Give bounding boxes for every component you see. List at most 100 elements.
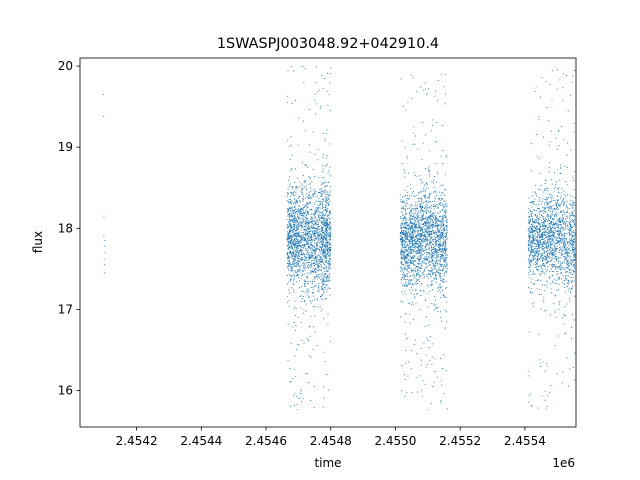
data-point (434, 251, 436, 253)
data-point (414, 232, 416, 234)
data-point (287, 140, 289, 142)
data-point (301, 229, 303, 231)
data-point (527, 287, 529, 289)
data-point (326, 291, 328, 293)
data-point (540, 363, 542, 365)
data-point (539, 216, 541, 218)
data-point (539, 273, 541, 275)
data-point (425, 366, 427, 368)
data-point (295, 186, 297, 188)
data-point (423, 342, 425, 345)
data-point (314, 272, 316, 274)
data-point (537, 221, 539, 223)
data-point (298, 265, 300, 267)
data-point (305, 241, 307, 243)
data-point (409, 241, 411, 243)
data-point (301, 194, 303, 196)
data-point (411, 350, 413, 352)
data-point (327, 182, 329, 184)
data-point (425, 94, 427, 96)
data-point (317, 214, 320, 216)
data-point (294, 253, 296, 255)
data-point (433, 305, 436, 307)
data-point (407, 266, 409, 268)
data-point (303, 221, 305, 223)
data-point (541, 254, 543, 256)
data-point (410, 211, 412, 213)
data-point (319, 256, 321, 258)
data-point (536, 248, 538, 250)
data-point (425, 229, 427, 231)
data-point (537, 260, 539, 262)
data-point (322, 215, 324, 217)
data-point (289, 220, 291, 222)
data-point (415, 236, 417, 238)
data-point (421, 214, 423, 217)
data-point (325, 284, 328, 286)
data-point (404, 221, 406, 223)
data-point (314, 252, 316, 254)
data-point (327, 239, 329, 241)
data-point (415, 280, 417, 282)
data-point (310, 300, 312, 302)
data-point (429, 284, 431, 286)
data-point (533, 256, 535, 258)
data-point (413, 126, 415, 128)
data-point (432, 263, 434, 265)
data-point (307, 203, 309, 205)
data-point (440, 194, 442, 196)
data-point (420, 207, 423, 209)
data-point (438, 268, 440, 270)
data-point (323, 192, 325, 194)
data-point (293, 190, 295, 192)
data-point (412, 269, 414, 271)
data-point (422, 254, 424, 256)
data-point (297, 214, 299, 216)
data-point (287, 260, 289, 262)
data-point (313, 224, 315, 226)
data-point (298, 287, 300, 289)
data-point (438, 207, 440, 209)
data-point (421, 261, 423, 263)
data-point (308, 220, 310, 222)
data-point (419, 275, 421, 277)
data-point (543, 211, 545, 213)
data-point (321, 308, 323, 310)
data-point (410, 252, 412, 254)
data-point (408, 217, 411, 219)
data-point (419, 216, 421, 218)
data-point (307, 256, 309, 258)
data-point (409, 302, 411, 304)
data-point (320, 265, 322, 267)
data-point (409, 222, 411, 224)
data-point (531, 195, 533, 197)
data-point (440, 234, 442, 236)
data-point (542, 191, 544, 193)
data-point (538, 227, 541, 229)
data-point (324, 298, 326, 300)
data-point (322, 226, 324, 228)
data-point (317, 234, 319, 236)
data-point (532, 251, 534, 253)
data-point (323, 267, 325, 269)
data-point (419, 267, 421, 269)
data-point (548, 162, 551, 164)
data-point (302, 210, 304, 212)
data-point (528, 235, 531, 237)
data-point (414, 283, 416, 285)
data-point (291, 193, 293, 195)
data-point (446, 228, 448, 230)
data-point (405, 202, 407, 204)
data-point (434, 141, 436, 143)
data-point (316, 306, 318, 308)
data-point (444, 260, 446, 263)
data-point (542, 263, 544, 265)
data-point (291, 169, 293, 171)
data-point (307, 296, 310, 298)
data-point (433, 239, 435, 241)
data-point (323, 283, 325, 285)
data-point (436, 171, 438, 173)
data-point (321, 177, 323, 179)
data-point (327, 204, 330, 206)
data-point (308, 232, 310, 234)
